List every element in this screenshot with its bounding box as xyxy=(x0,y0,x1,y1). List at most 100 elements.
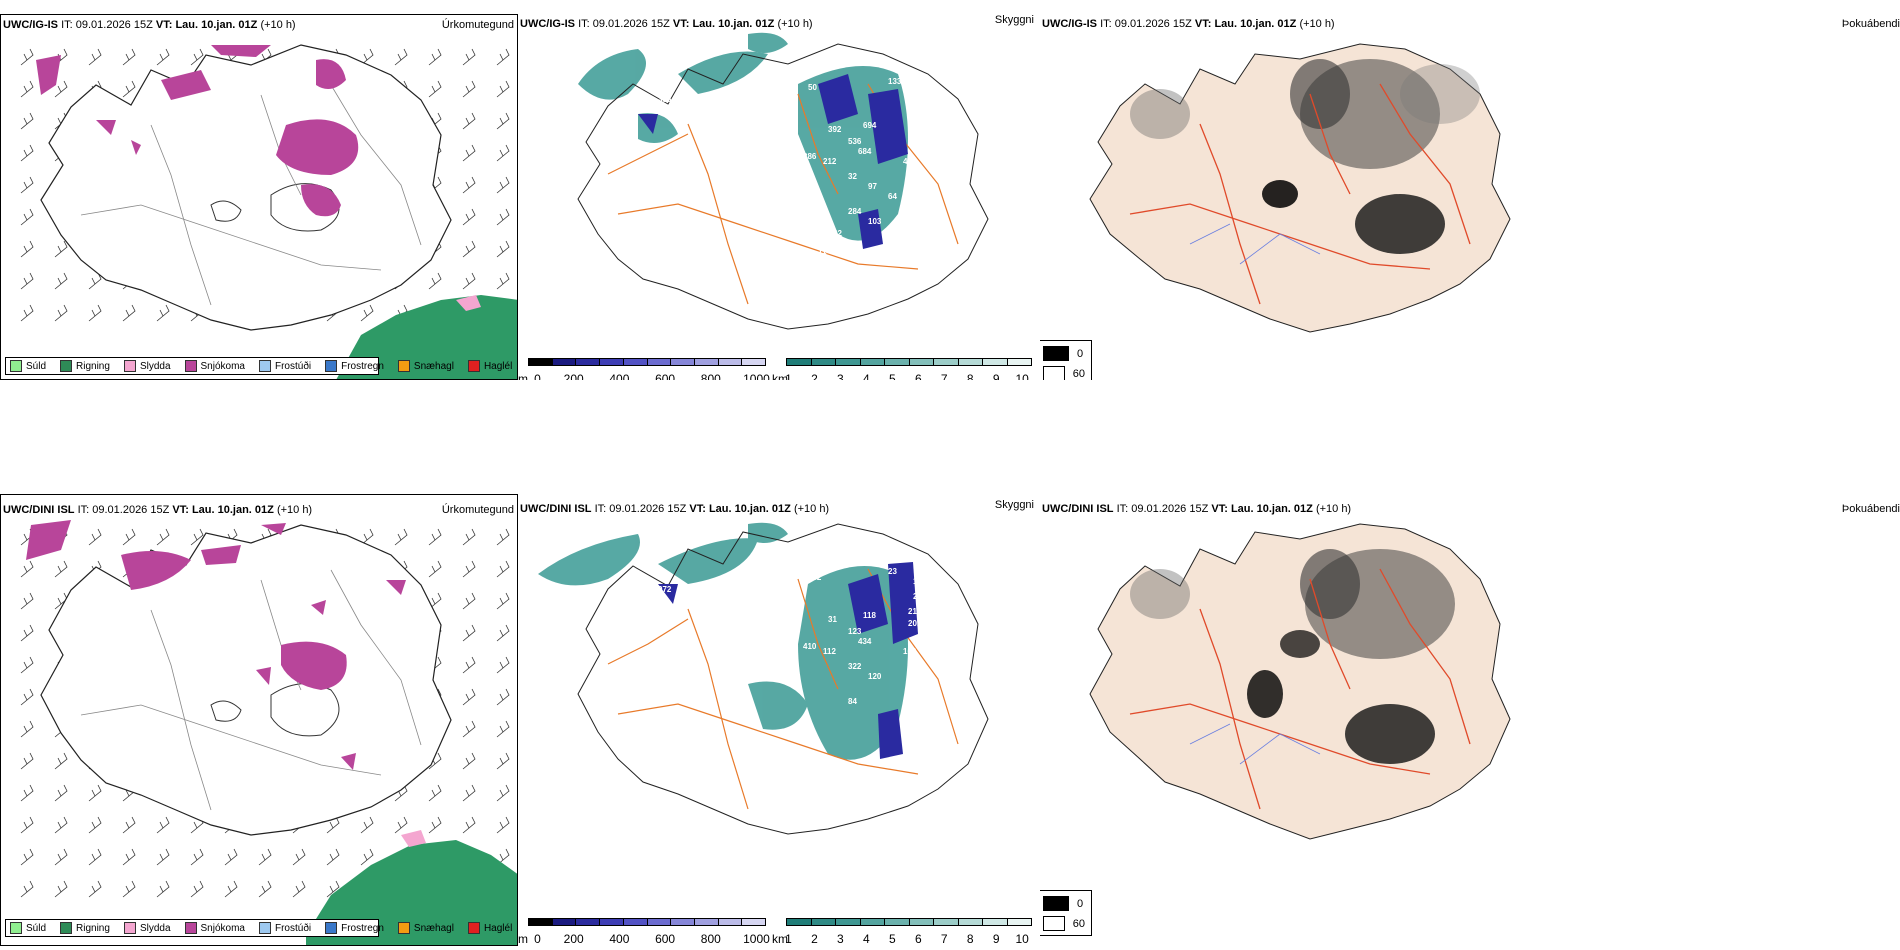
wind-barb xyxy=(462,592,476,610)
wind-barb xyxy=(462,240,476,258)
visibility-panel-row2: UWC/DINI ISL IT: 09.01.2026 15Z VT: Lau.… xyxy=(518,494,1038,946)
vt-value: Lau. 10.jan. 01Z xyxy=(191,504,274,516)
colorbar-cell xyxy=(600,359,624,365)
colorbar-tick: 2 xyxy=(811,372,818,380)
cloud-panel-row2: UWC/DINI ISL IT: 09.01.2026 15Z VT: Lau.… xyxy=(1040,494,1900,946)
ceiling-areas xyxy=(658,562,918,759)
wind-barb xyxy=(496,176,510,194)
it-label: IT: xyxy=(578,18,590,30)
legend-item: Slydda xyxy=(123,360,171,372)
legend-item: Frostregn xyxy=(325,922,384,934)
wind-barb xyxy=(20,80,34,98)
wind-barb xyxy=(156,848,170,866)
lead-time: (+10 h) xyxy=(276,504,313,516)
wind-barb xyxy=(428,816,442,834)
rivers xyxy=(1189,223,1321,265)
wind-barb xyxy=(496,816,510,834)
colorbar-cell xyxy=(576,359,601,365)
it-value: 09.01.2026 15Z xyxy=(609,503,687,515)
legend-item: Rigning xyxy=(60,922,110,934)
colorbar-cell xyxy=(671,359,695,365)
ceiling-height-label: 392 xyxy=(828,125,842,134)
colorbar-tick: 6 xyxy=(914,932,922,946)
colorbar-tick: 200 xyxy=(563,932,584,946)
visibility-panel-row1: UWC/IG-IS IT: 09.01.2026 15Z VT: Lau. 10… xyxy=(518,14,1038,380)
colorbar-cell xyxy=(718,919,743,925)
legend-label: Súld xyxy=(26,922,47,934)
colorbar-tick: 1 xyxy=(785,932,792,946)
rain-area xyxy=(306,840,517,945)
precip-map xyxy=(20,44,517,379)
sleet-area xyxy=(401,830,426,847)
colorbar-cell xyxy=(529,919,553,925)
wind-barb xyxy=(496,208,510,226)
wind-barb xyxy=(326,848,340,866)
ceiling-height-label: 120 xyxy=(868,672,882,681)
it-value: 09.01.2026 15Z xyxy=(1131,503,1209,515)
wind-barb xyxy=(54,272,68,290)
cloud-key-top: 0 xyxy=(1043,896,1085,911)
colorbar-cell xyxy=(552,359,577,365)
wind-barb xyxy=(428,272,442,290)
wind-barb xyxy=(20,656,34,674)
wind-barb xyxy=(20,240,34,258)
wind-barb xyxy=(462,528,476,546)
wind-barb xyxy=(190,48,204,66)
ceiling-colorbar: m 0 200 400 600 800 1000 xyxy=(518,918,770,946)
vt-label: VT: xyxy=(689,503,706,515)
panel-header: UWC/IG-IS IT: 09.01.2026 15Z VT: Lau. 10… xyxy=(3,19,296,31)
cloud-map xyxy=(1089,43,1511,333)
wind-barb xyxy=(88,304,102,322)
ceiling-height-label: 31 xyxy=(828,615,837,624)
it-label: IT: xyxy=(77,504,90,516)
precip-type-panel-row1: UWC/IG-IS IT: 09.01.2026 15Z VT: Lau. 10… xyxy=(0,14,518,380)
wind-barb xyxy=(54,240,68,258)
it-value: 09.01.2026 15Z xyxy=(75,19,153,31)
colorbar-cell xyxy=(860,359,885,365)
cloud-key-top-label: 0 xyxy=(1077,347,1084,360)
wind-barb xyxy=(88,272,102,290)
colorbar-tick: 7 xyxy=(940,932,948,946)
ceiling-height-label: 132 xyxy=(808,573,822,582)
it-label: IT: xyxy=(61,19,73,31)
legend-swatch xyxy=(123,360,136,372)
colorbar-cell xyxy=(718,359,743,365)
colorbar-cell xyxy=(742,919,766,925)
ceiling-height-label: 11 xyxy=(818,247,827,256)
wind-barb xyxy=(360,528,374,546)
ceiling-height-label: 419 xyxy=(908,175,922,184)
vt-value: Lau. 10.jan. 01Z xyxy=(1214,18,1297,30)
colorbar-cell xyxy=(983,919,1008,925)
ceiling-height-label: 212 xyxy=(823,157,837,166)
colorbar-cell xyxy=(934,359,959,365)
wind-barb xyxy=(54,80,68,98)
legend-swatch xyxy=(397,922,410,934)
precip-map xyxy=(20,520,517,945)
ceiling-height-label: 121 xyxy=(913,577,927,586)
wind-barb xyxy=(496,752,510,770)
wind-barb xyxy=(156,816,170,834)
colorbar-cell xyxy=(836,919,861,925)
wind-barb xyxy=(360,48,374,66)
legend-label: Rigning xyxy=(76,922,110,934)
wind-barb xyxy=(20,208,34,226)
it-label: IT: xyxy=(1100,18,1112,30)
ceiling-unit: m xyxy=(518,372,528,380)
wind-barb xyxy=(224,880,238,898)
ceiling-height-label: 434 xyxy=(858,637,872,646)
colorbar-cell xyxy=(983,359,1008,365)
wind-barb xyxy=(122,816,136,834)
visibility-map: 355 50 133 22 392 694 56 40 536 49 286 684 109 243 212… xyxy=(577,32,989,330)
colorbar-cell xyxy=(811,919,836,925)
colorbar-tick: 1000 xyxy=(743,372,770,380)
roads xyxy=(80,84,422,306)
legend-item: Snæhagl xyxy=(397,922,454,934)
ceiling-height-label: 21 xyxy=(908,607,917,616)
ceiling-height-label: 32 xyxy=(848,172,857,181)
legend-item: Frostúði xyxy=(258,360,311,372)
ceiling-height-label: 158 xyxy=(893,255,907,264)
colorbar-cell xyxy=(909,919,934,925)
cloud-key: 0 60 xyxy=(1040,340,1092,380)
legend-label: Súld xyxy=(26,360,47,372)
ceiling-height-label: 694 xyxy=(863,121,877,130)
